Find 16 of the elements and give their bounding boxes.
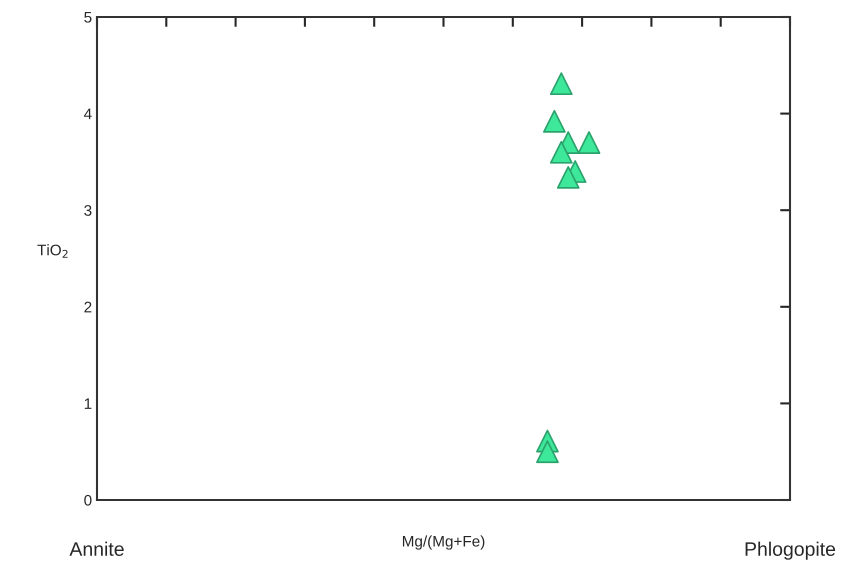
text: Phlogopite xyxy=(746,542,836,560)
point xyxy=(556,166,580,189)
point xyxy=(550,140,573,164)
point xyxy=(578,131,600,154)
point xyxy=(536,440,559,464)
x-axis-title: Mg/(Mg+Fe) xyxy=(402,535,484,550)
y-tick-label: 0 xyxy=(84,494,92,506)
text: Annite xyxy=(69,542,124,556)
point xyxy=(543,110,566,133)
y-axis-title: TiO$_{2}$ xyxy=(37,244,68,258)
point xyxy=(550,72,573,96)
y-tick-label: 2 xyxy=(84,302,92,312)
y-tick-label: 3 xyxy=(84,205,92,216)
y-tick-label: 1 xyxy=(84,398,92,409)
y-tick-label: 5 xyxy=(84,12,92,23)
y-tick-label: 4 xyxy=(84,108,92,120)
